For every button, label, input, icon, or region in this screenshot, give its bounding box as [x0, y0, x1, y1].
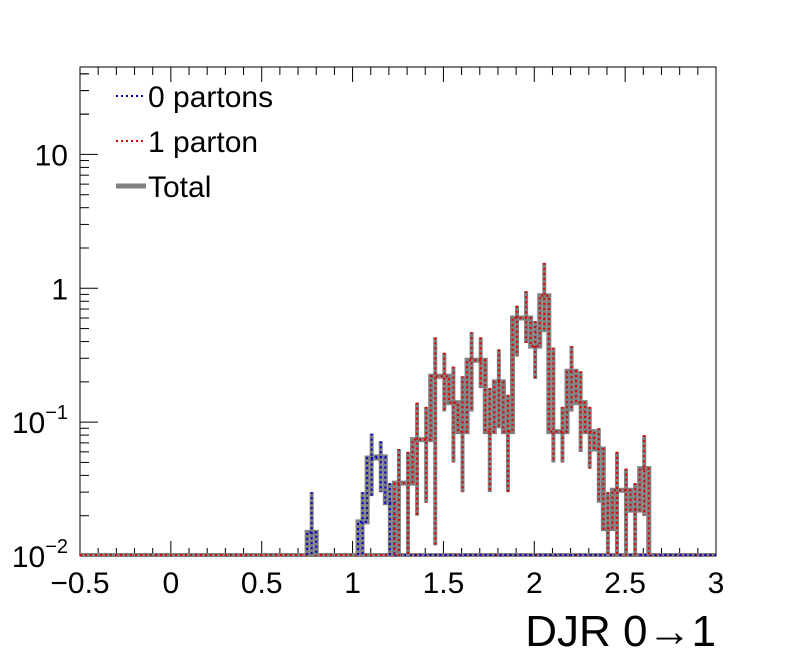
y-tick-label: 10 — [35, 139, 68, 172]
y-tick-label: 10−1 — [12, 402, 68, 440]
total-legend-label: Total — [148, 171, 211, 204]
x-tick-label: 2 — [526, 567, 543, 600]
one-parton-step — [393, 294, 650, 555]
x-tick-label: 0 — [163, 567, 180, 600]
zero-partons-legend-label: 0 partons — [148, 81, 273, 114]
legend: 0 partons 1 parton Total — [116, 81, 273, 204]
total-step-high — [391, 293, 652, 555]
x-tick-label: 0.5 — [241, 567, 283, 600]
x-tick-label: 1 — [344, 567, 361, 600]
y-tick-label: 1 — [51, 273, 68, 306]
tick-labels: −0.5 0 0.5 1 1.5 2 2.5 3 10−2 10−1 1 10 — [12, 139, 725, 600]
zero-partons-step — [306, 455, 396, 555]
histogram-series — [80, 262, 716, 557]
x-tick-label: 1.5 — [423, 567, 465, 600]
x-tick-label: −0.5 — [50, 567, 109, 600]
one-parton-legend-label: 1 parton — [148, 126, 258, 159]
x-tick-label: 3 — [708, 567, 725, 600]
y-tick-label: 10−2 — [12, 536, 68, 574]
x-axis-title: DJR 0→1 — [525, 607, 716, 656]
x-tick-label: 2.5 — [604, 567, 646, 600]
